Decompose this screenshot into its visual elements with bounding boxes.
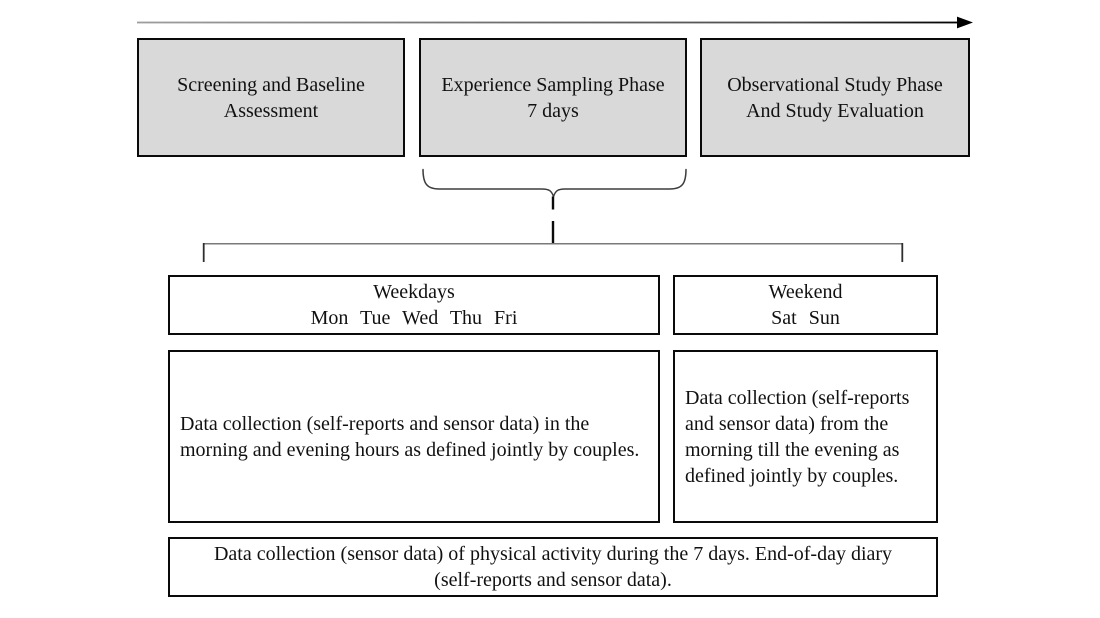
weekdays-header-box: Weekdays Mon Tue Wed Thu Fri bbox=[168, 275, 660, 335]
seven-day-summary-box: Data collection (sensor data) of physica… bbox=[168, 537, 938, 597]
phase-label-line: Observational Study Phase bbox=[727, 73, 943, 96]
phase-label-line: Assessment bbox=[223, 99, 319, 122]
sampling-phase-underbrace-icon bbox=[422, 168, 687, 199]
weekdays-description-box: Data collection (self-reports and sensor… bbox=[168, 350, 660, 523]
weekend-days-list: Sat Sun bbox=[771, 307, 840, 329]
phase-box-screening-baseline: Screening and Baseline Assessment bbox=[137, 38, 405, 157]
summary-text-line: Data collection (sensor data) of physica… bbox=[213, 543, 893, 565]
weekdays-title: Weekdays bbox=[373, 281, 455, 303]
weekend-description-text: Data collection (self-reports and sensor… bbox=[685, 386, 910, 487]
weekend-title: Weekend bbox=[768, 281, 843, 303]
timeline-arrowhead-icon bbox=[957, 16, 973, 29]
weekend-description-box: Data collection (self-reports and sensor… bbox=[673, 350, 938, 523]
timeline-arrow-line bbox=[137, 21, 958, 24]
phase-label-line: Screening and Baseline bbox=[177, 73, 365, 96]
weekdays-description-text: Data collection (self-reports and sensor… bbox=[180, 412, 640, 461]
weekdays-days-list: Mon Tue Wed Thu Fri bbox=[310, 307, 518, 329]
phase-label-line: 7 days bbox=[527, 99, 579, 122]
phase-box-observational-study: Observational Study Phase And Study Eval… bbox=[700, 38, 970, 157]
phase-box-experience-sampling: Experience Sampling Phase 7 days bbox=[419, 38, 687, 157]
phase-label-line: And Study Evaluation bbox=[746, 99, 924, 122]
phase-label-line: Experience Sampling Phase bbox=[441, 73, 665, 96]
weekend-header-box: Weekend Sat Sun bbox=[673, 275, 938, 335]
summary-text-line: (self-reports and sensor data). bbox=[434, 569, 672, 591]
